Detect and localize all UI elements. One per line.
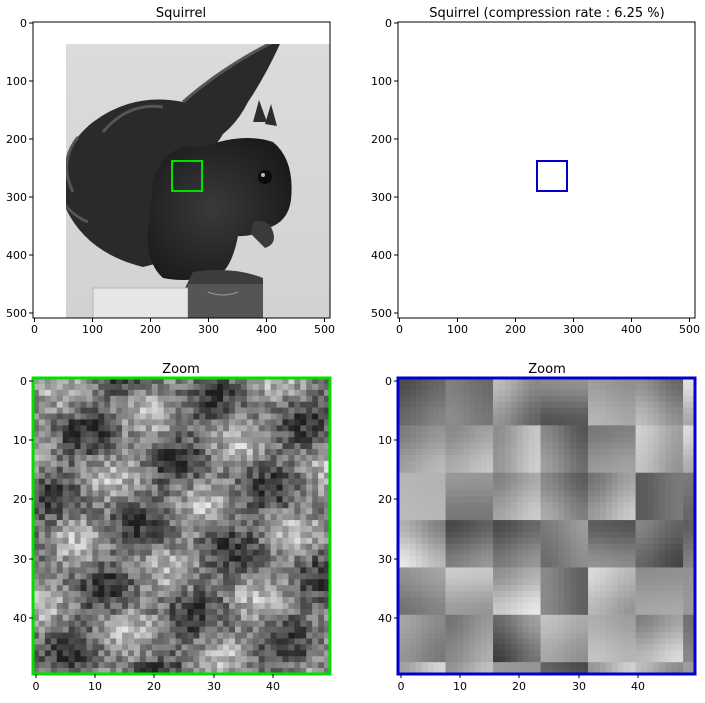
x-tick-label: 500: [314, 323, 335, 336]
top-right-axes-frame: [398, 22, 695, 318]
x-tick-label: 100: [82, 323, 103, 336]
y-tick-label: 400: [6, 249, 27, 262]
x-tick-label: 400: [256, 323, 277, 336]
y-tick-label: 200: [371, 133, 392, 146]
y-tick-label: 300: [6, 191, 27, 204]
x-tick-label: 500: [679, 323, 700, 336]
top-left-x-ticks: 0 100 200 300 400 500: [31, 318, 335, 336]
y-tick-label: 100: [6, 75, 27, 88]
x-tick-label: 200: [505, 323, 526, 336]
y-tick-label: 40: [13, 612, 27, 625]
bottom-right-y-ticks: 0 10 20 30 40: [378, 375, 398, 625]
x-tick-label: 0: [31, 323, 38, 336]
y-tick-label: 200: [6, 133, 27, 146]
y-tick-label: 10: [378, 434, 392, 447]
x-tick-label: 0: [398, 680, 405, 693]
y-tick-label: 30: [13, 553, 27, 566]
y-tick-label: 500: [6, 307, 27, 320]
fur-texture-zoom: [33, 378, 330, 674]
y-tick-label: 0: [385, 17, 392, 30]
y-tick-label: 30: [378, 553, 392, 566]
bottom-right-title: Zoom: [528, 362, 565, 377]
y-tick-label: 0: [20, 17, 27, 30]
x-tick-label: 40: [266, 680, 280, 693]
y-tick-label: 400: [371, 249, 392, 262]
bottom-left-title: Zoom: [162, 362, 199, 377]
fur-texture-zoom-blocky: [398, 378, 695, 674]
x-tick-label: 30: [572, 680, 586, 693]
y-tick-label: 10: [13, 434, 27, 447]
x-tick-label: 300: [198, 323, 219, 336]
bottom-left-y-ticks: 0 10 20 30 40: [13, 375, 33, 625]
top-left-y-ticks: 0 100 200 300 400 500: [6, 17, 33, 320]
x-tick-label: 0: [396, 323, 403, 336]
top-left-title: Squirrel: [156, 6, 206, 21]
x-tick-label: 0: [33, 680, 40, 693]
y-tick-label: 500: [371, 307, 392, 320]
y-tick-label: 100: [371, 75, 392, 88]
x-tick-label: 40: [631, 680, 645, 693]
top-right-title: Squirrel (compression rate : 6.25 %): [429, 6, 664, 21]
x-tick-label: 100: [447, 323, 468, 336]
bottom-left-x-ticks: 0 10 20 30 40: [33, 674, 281, 693]
x-tick-label: 300: [563, 323, 584, 336]
x-tick-label: 10: [88, 680, 102, 693]
x-tick-label: 20: [512, 680, 526, 693]
x-tick-label: 400: [621, 323, 642, 336]
y-tick-label: 40: [378, 612, 392, 625]
squirrel-photo-compressed: [398, 22, 695, 318]
top-right-x-ticks: 0 100 200 300 400 500: [396, 318, 700, 336]
y-tick-label: 20: [378, 493, 392, 506]
x-tick-label: 10: [453, 680, 467, 693]
x-tick-label: 20: [147, 680, 161, 693]
y-tick-label: 0: [385, 375, 392, 388]
y-tick-label: 300: [371, 191, 392, 204]
compressed-highlight-box: [537, 161, 567, 191]
bottom-right-x-ticks: 0 10 20 30 40: [398, 674, 646, 693]
x-tick-label: 30: [207, 680, 221, 693]
squirrel-photo: [33, 22, 330, 318]
x-tick-label: 200: [140, 323, 161, 336]
y-tick-label: 0: [20, 375, 27, 388]
top-right-y-ticks: 0 100 200 300 400 500: [371, 17, 398, 320]
y-tick-label: 20: [13, 493, 27, 506]
